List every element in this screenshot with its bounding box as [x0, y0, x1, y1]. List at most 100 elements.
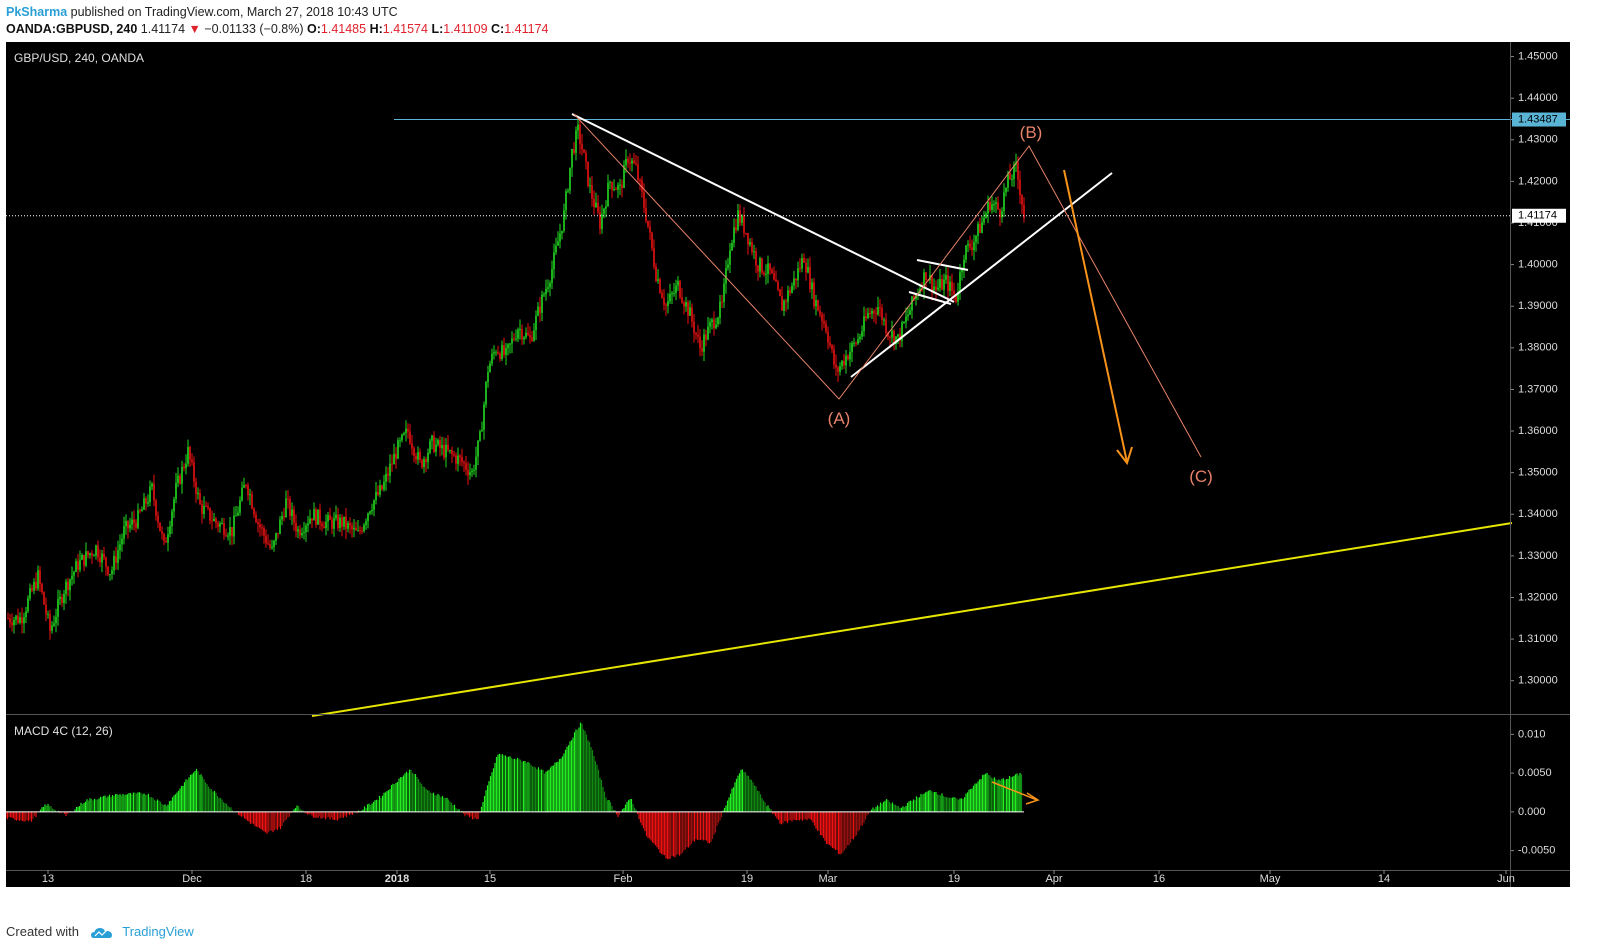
candle-body: [883, 319, 885, 321]
candle-body: [529, 335, 531, 338]
candle-body: [837, 367, 839, 372]
price-tick-label: 1.33000: [1518, 550, 1558, 562]
candle-body: [727, 264, 729, 268]
candle-body: [109, 574, 111, 576]
price-pane[interactable]: 1.30000 1.31000 1.32000 1.33000 1.34000 1.350…: [6, 50, 1570, 717]
candle-body: [821, 314, 823, 322]
candle-body: [197, 492, 199, 495]
candle-body: [803, 258, 805, 263]
candle-body: [35, 581, 37, 589]
candle-body: [211, 520, 213, 522]
candle-body: [471, 470, 473, 473]
footer: Created with TradingView: [6, 924, 194, 939]
candle-body: [701, 348, 703, 352]
candle-body: [955, 294, 957, 302]
candle-body: [75, 561, 77, 572]
candle-body: [985, 213, 987, 218]
yellow-trendline[interactable]: [311, 522, 1513, 717]
time-axis[interactable]: 13 Dec 18 2018 15 Feb 19 Mar 19 Apr 16 May 14 Jun: [42, 870, 1515, 885]
candle-body: [461, 456, 463, 463]
tradingview-link[interactable]: TradingView: [122, 924, 194, 939]
candle-body: [581, 143, 583, 150]
candle-body: [1023, 204, 1025, 219]
candle-body: [651, 232, 653, 249]
candle-body: [387, 473, 389, 476]
projection-arrow-line[interactable]: [1063, 169, 1128, 463]
candle-body: [959, 272, 961, 292]
candle-body: [323, 526, 325, 529]
candle-body: [367, 513, 369, 522]
candle-body: [783, 300, 785, 311]
candle-body: [187, 447, 189, 464]
candle-body: [873, 310, 875, 314]
candle-body: [649, 226, 651, 233]
candle-body: [345, 516, 347, 529]
candle-body: [827, 331, 829, 343]
candle-body: [175, 482, 177, 500]
candle-body: [627, 158, 629, 163]
descending-trendline[interactable]: [571, 113, 955, 303]
candle-body: [145, 498, 147, 504]
candle-body: [857, 339, 859, 344]
candle-body: [665, 304, 667, 306]
candle-body: [429, 440, 431, 453]
chart-svg[interactable]: 1.30000 1.31000 1.32000 1.33000 1.34000 1.350…: [5, 42, 1570, 887]
trend-drawings[interactable]: (A) (B) (C): [311, 113, 1513, 717]
candle-body: [287, 498, 289, 500]
candle-body: [523, 337, 525, 340]
candle-body: [239, 500, 241, 513]
candle-body: [347, 522, 349, 529]
time-tick-label: Mar: [819, 873, 838, 885]
candle-body: [519, 328, 521, 330]
last-price-label: 1.41174: [1518, 210, 1557, 222]
candle-body: [149, 486, 151, 503]
candle-body: [305, 525, 307, 533]
flag-top-line[interactable]: [916, 259, 969, 271]
candle-body: [431, 435, 433, 441]
candle-body: [439, 440, 441, 449]
candle-body: [759, 258, 761, 272]
price-axis[interactable]: 1.30000 1.31000 1.32000 1.33000 1.34000 1.350…: [1510, 50, 1558, 687]
candle-body: [623, 165, 625, 188]
candle-body: [667, 301, 669, 306]
candle-body: [971, 247, 973, 251]
candle-body: [733, 227, 735, 244]
elliott-wave-path[interactable]: [573, 113, 1202, 458]
flag-bottom-line[interactable]: [908, 291, 952, 305]
candle-body: [19, 617, 21, 623]
chart-area[interactable]: 1.30000 1.31000 1.32000 1.33000 1.34000 1.350…: [5, 42, 1570, 887]
candle-body: [753, 251, 755, 253]
candle-body: [447, 444, 449, 451]
candle-body: [653, 248, 655, 267]
candle-body: [375, 491, 377, 501]
candle-body: [477, 440, 479, 457]
candle-body: [199, 492, 201, 505]
ascending-trendline[interactable]: [850, 172, 1113, 378]
candle-body: [739, 210, 741, 223]
macd-axis[interactable]: 0.010 0.0050 0.000 -0.0050: [1510, 728, 1555, 857]
candle-body: [897, 334, 899, 337]
candle-body: [111, 570, 113, 575]
candle-body: [661, 292, 663, 299]
macd-arrow-line[interactable]: [991, 781, 1038, 801]
candle-body: [313, 509, 315, 521]
candle-body: [123, 526, 125, 539]
candle-body: [561, 230, 563, 234]
candle-body: [333, 518, 335, 529]
author-link[interactable]: PkSharma: [6, 5, 68, 19]
candle-body: [73, 571, 75, 576]
candle-body: [127, 520, 129, 529]
candle-body: [527, 332, 529, 336]
candle-body: [867, 312, 869, 319]
macd-pane[interactable]: 0.010 0.0050 0.000 -0.0050 MACD 4C (12, 26): [5, 722, 1555, 860]
publish-info: PkSharma published on TradingView.com, M…: [6, 5, 398, 19]
candle-body: [357, 530, 359, 532]
last-price-line-group[interactable]: 1.41174: [6, 208, 1566, 223]
resistance-line-group[interactable]: 1.43487: [394, 112, 1570, 127]
candle-body: [805, 262, 807, 273]
candle-body: [433, 435, 435, 452]
candle-body: [259, 524, 261, 528]
candle-body: [765, 273, 767, 275]
candle-body: [517, 329, 519, 339]
candle-body: [755, 251, 757, 266]
